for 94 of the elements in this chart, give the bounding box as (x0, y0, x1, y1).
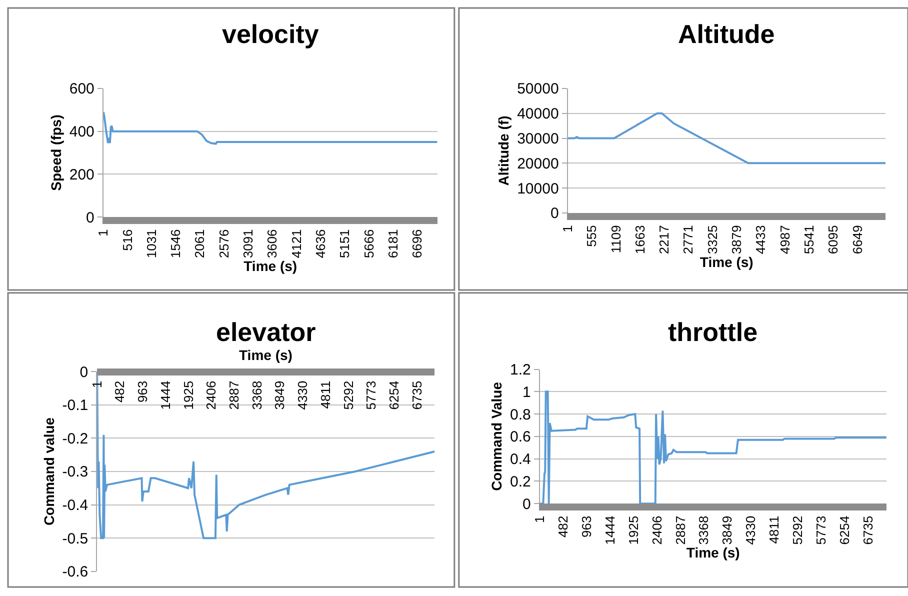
y-tick-label: 30000 (517, 130, 559, 148)
x-tick-label: 3879 (729, 225, 744, 254)
x-tick-label: 1 (96, 229, 111, 236)
y-axis-title: Altitude (f) (496, 116, 512, 186)
x-tick-label: 6181 (385, 229, 400, 258)
x-tick-label: 516 (120, 229, 135, 251)
x-tick-label: 3368 (249, 380, 264, 410)
x-tick-label: 1663 (632, 225, 648, 254)
y-tick-label: -0.2 (62, 430, 88, 448)
x-tick-label: 4121 (288, 229, 304, 258)
y-axis-title: Command Value (488, 382, 505, 491)
y-tick-label: 0.4 (510, 451, 531, 468)
line-series (568, 112, 886, 164)
x-tick-label: 1109 (608, 225, 624, 254)
y-tick-label: 0 (86, 209, 94, 226)
x-tick-label: 1 (560, 225, 576, 232)
x-tick-label: 4330 (743, 516, 758, 545)
x-tick-label: 5541 (801, 225, 816, 254)
x-axis-title: Time (s) (686, 544, 740, 561)
y-tick-label: 0 (550, 205, 559, 222)
x-tick-label: 1 (89, 380, 104, 388)
x-tick-label: 5773 (813, 516, 828, 545)
x-tick-label: 482 (112, 380, 128, 403)
x-tick-label: 6649 (850, 225, 865, 254)
line-series (540, 390, 886, 504)
x-tick-label: 1444 (158, 380, 173, 410)
y-tick-label: -0.5 (62, 530, 88, 548)
x-tick-label: 2771 (680, 225, 696, 254)
x-tick-label: 3325 (704, 225, 720, 254)
chart-title: velocity (222, 19, 320, 49)
x-tick-label: 1925 (626, 516, 641, 545)
y-tick-label: -0.1 (62, 397, 88, 414)
x-tick-label: 4330 (295, 380, 310, 410)
x-tick-label: 963 (579, 516, 594, 538)
x-tick-label: 5151 (337, 229, 352, 258)
x-tick-label: 6254 (386, 380, 402, 410)
x-tick-label: 2887 (672, 516, 688, 545)
y-tick-label: 200 (69, 166, 94, 184)
x-tick-label: 2406 (649, 516, 664, 545)
x-tick-label: 6735 (409, 380, 424, 410)
x-tick-label: 4433 (753, 225, 768, 254)
x-axis-title: Time (s) (244, 258, 298, 274)
x-tick-label: 3091 (240, 229, 256, 258)
x-tick-label: 5773 (364, 380, 379, 410)
x-tick-label: 1546 (168, 229, 184, 258)
x-tick-label: 2576 (216, 229, 232, 258)
y-tick-label: 0.2 (510, 473, 531, 490)
x-tick-label: 963 (135, 380, 150, 403)
y-tick-label: 600 (69, 80, 94, 98)
x-tick-label: 5666 (361, 229, 376, 258)
x-tick-label: 3849 (720, 516, 735, 545)
y-tick-label: 0 (80, 364, 88, 381)
x-tick-label: 3368 (696, 516, 712, 545)
y-tick-label: -0.3 (62, 464, 88, 481)
y-tick-label: 400 (69, 124, 94, 141)
x-tick-label: 5292 (340, 380, 356, 410)
x-tick-label: 4811 (318, 380, 334, 409)
y-tick-label: 1.2 (510, 362, 531, 379)
y-axis-title: Command value (40, 417, 57, 526)
x-tick-label: 3606 (264, 229, 280, 258)
x-tick-label: 1444 (602, 516, 618, 545)
y-tick-label: 50000 (517, 80, 559, 98)
y-tick-label: 10000 (517, 180, 559, 198)
x-tick-label: 6735 (860, 516, 876, 545)
x-tick-label: 6696 (410, 229, 425, 258)
x-tick-label: 1031 (144, 229, 159, 258)
x-axis-title: Time (s) (700, 254, 754, 270)
y-tick-label: 0 (522, 496, 531, 513)
y-tick-label: -0.6 (62, 564, 88, 581)
x-tick-label: 4636 (313, 229, 328, 258)
x-tick-label: 4811 (766, 516, 782, 544)
chart-title: elevator (216, 317, 316, 347)
y-tick-label: 20000 (517, 155, 559, 172)
x-tick-label: 6254 (836, 516, 852, 545)
chart-title: throttle (668, 317, 758, 347)
x-tick-label: 5292 (790, 516, 806, 545)
y-tick-label: -0.4 (62, 497, 88, 514)
y-axis-title: Speed (fps) (48, 114, 64, 191)
x-tick-label: 6095 (826, 225, 841, 254)
x-tick-label: 1925 (180, 380, 196, 410)
y-tick-label: 0.6 (510, 428, 531, 446)
x-axis-title: Time (s) (239, 347, 292, 363)
x-tick-label: 3849 (272, 380, 288, 410)
y-tick-label: 0.8 (510, 406, 531, 424)
x-tick-label: 482 (556, 516, 571, 538)
x-tick-label: 555 (584, 225, 600, 247)
y-tick-label: 40000 (517, 106, 559, 123)
x-tick-label: 4987 (777, 225, 792, 254)
x-tick-label: 2217 (656, 225, 672, 254)
x-tick-label: 2061 (192, 229, 208, 258)
chart-title: Altitude (678, 19, 775, 49)
x-tick-label: 2887 (226, 380, 242, 410)
line-series (103, 111, 438, 145)
x-tick-label: 2406 (204, 380, 219, 410)
